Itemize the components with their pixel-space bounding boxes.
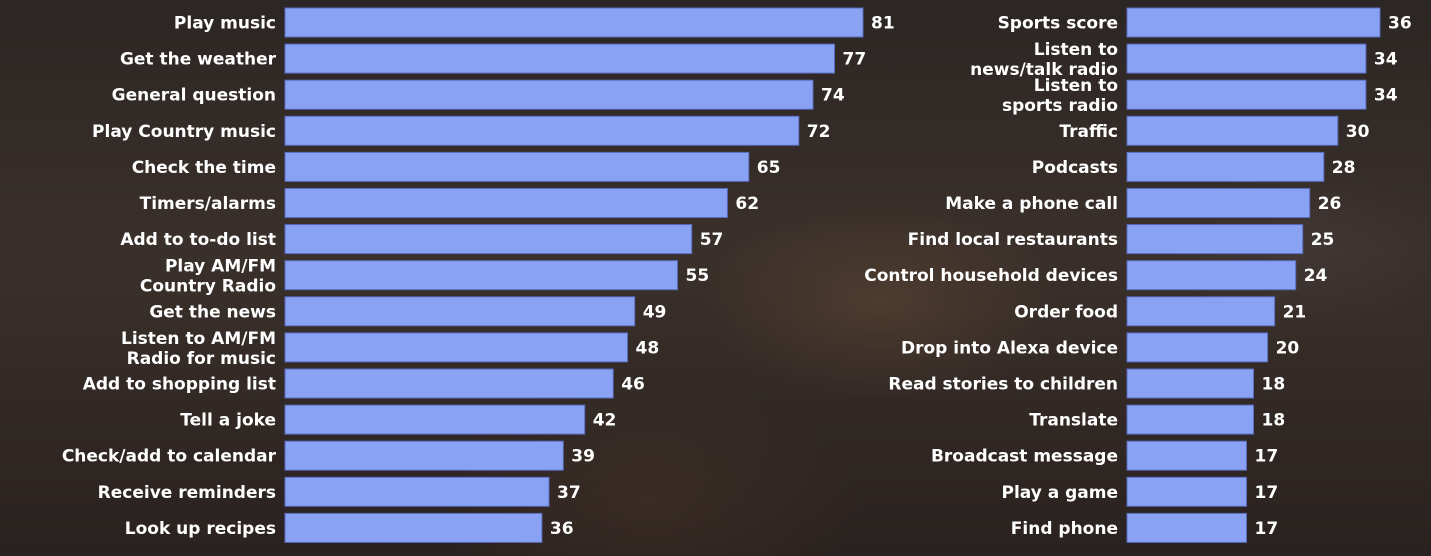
right-category-label-10: Read stories to children xyxy=(888,375,1118,395)
right-category-label-13: Play a game xyxy=(1001,483,1118,503)
left-bar-0 xyxy=(284,7,864,38)
left-bar-10 xyxy=(284,368,614,399)
right-bar-7 xyxy=(1126,260,1297,291)
right-value-label-14: 17 xyxy=(1255,519,1279,539)
left-category-label-12: Check/add to calendar xyxy=(62,447,277,467)
left-value-label-14: 36 xyxy=(550,519,574,539)
right-bar-10 xyxy=(1126,368,1254,399)
right-value-label-1: 34 xyxy=(1374,50,1398,70)
right-value-label-7: 24 xyxy=(1304,266,1328,286)
left-value-label-11: 42 xyxy=(593,411,617,431)
right-value-label-13: 17 xyxy=(1255,483,1279,503)
right-value-label-5: 26 xyxy=(1318,194,1342,214)
left-value-label-12: 39 xyxy=(571,447,595,467)
left-category-label-5: Timers/alarms xyxy=(140,194,276,214)
left-value-label-5: 62 xyxy=(735,194,759,214)
left-category-label-11: Tell a joke xyxy=(180,411,276,431)
left-category-label-6: Add to to-do list xyxy=(120,230,276,250)
left-bar-14 xyxy=(284,512,543,543)
left-bar-4 xyxy=(284,151,750,182)
right-category-label-1: Listen to news/talk radio xyxy=(970,40,1118,80)
right-category-label-5: Make a phone call xyxy=(945,194,1118,214)
right-value-label-6: 25 xyxy=(1311,230,1335,250)
left-value-label-13: 37 xyxy=(557,483,581,503)
right-value-label-8: 21 xyxy=(1283,302,1307,322)
right-bar-12 xyxy=(1126,440,1247,471)
right-bar-2 xyxy=(1126,79,1367,110)
right-category-label-12: Broadcast message xyxy=(931,447,1118,467)
left-category-label-1: Get the weather xyxy=(120,50,277,70)
right-value-label-10: 18 xyxy=(1262,375,1286,395)
left-category-label-0: Play music xyxy=(174,14,276,34)
left-bar-2 xyxy=(284,79,814,110)
right-bar-0 xyxy=(1126,7,1381,38)
right-bar-3 xyxy=(1126,115,1339,146)
right-bar-5 xyxy=(1126,188,1311,218)
right-value-label-3: 30 xyxy=(1346,122,1370,142)
right-category-label-7: Control household devices xyxy=(864,266,1118,286)
right-value-label-4: 28 xyxy=(1332,158,1356,178)
left-chart-panel: 81 Play music 77 Get the weather 74 General q… xyxy=(62,7,895,543)
right-chart-panel: 36 Sports score 34 Listen to news/talk radio… xyxy=(864,7,1412,543)
left-bar-1 xyxy=(284,43,835,74)
left-value-label-4: 65 xyxy=(757,158,781,178)
right-bar-13 xyxy=(1126,476,1247,507)
left-value-label-6: 57 xyxy=(700,230,724,250)
left-category-label-10: Add to shopping list xyxy=(83,375,276,395)
right-category-label-9: Drop into Alexa device xyxy=(901,338,1118,358)
right-category-label-3: Traffic xyxy=(1059,122,1118,142)
left-category-label-13: Receive reminders xyxy=(98,483,276,503)
left-bar-3 xyxy=(284,115,800,146)
right-value-label-2: 34 xyxy=(1374,86,1398,106)
left-category-label-3: Play Country music xyxy=(92,122,276,142)
right-value-label-9: 20 xyxy=(1276,338,1300,358)
left-value-label-0: 81 xyxy=(871,14,895,34)
left-value-label-1: 77 xyxy=(843,50,867,70)
left-category-label-14: Look up recipes xyxy=(125,519,276,539)
right-bar-4 xyxy=(1126,151,1325,182)
left-bar-13 xyxy=(284,476,550,507)
left-value-label-7: 55 xyxy=(686,266,710,286)
left-bar-6 xyxy=(284,224,693,255)
right-category-label-14: Find phone xyxy=(1011,519,1118,539)
right-bar-6 xyxy=(1126,224,1304,255)
right-value-label-12: 17 xyxy=(1255,447,1279,467)
right-bar-11 xyxy=(1126,404,1254,435)
right-value-label-11: 18 xyxy=(1262,411,1286,431)
right-category-label-4: Podcasts xyxy=(1032,158,1118,178)
left-value-label-3: 72 xyxy=(807,122,831,142)
left-category-label-8: Get the news xyxy=(149,302,276,322)
right-category-label-0: Sports score xyxy=(998,14,1118,34)
right-bar-14 xyxy=(1126,512,1247,543)
right-category-label-11: Translate xyxy=(1029,411,1118,431)
left-value-label-2: 74 xyxy=(821,86,845,106)
left-bar-9 xyxy=(284,332,628,363)
left-value-label-8: 49 xyxy=(643,302,667,322)
left-category-label-9: Listen to AM/FM Radio for music xyxy=(121,329,276,369)
right-bar-1 xyxy=(1126,43,1367,74)
left-category-label-7: Play AM/FM Country Radio xyxy=(140,257,276,297)
right-bar-9 xyxy=(1126,332,1269,363)
left-bar-5 xyxy=(284,188,728,218)
left-value-label-10: 46 xyxy=(621,375,645,395)
right-bar-8 xyxy=(1126,296,1276,327)
right-category-label-8: Order food xyxy=(1014,302,1118,322)
right-value-label-0: 36 xyxy=(1388,14,1412,34)
left-bar-12 xyxy=(284,440,564,471)
left-value-label-9: 48 xyxy=(636,338,660,358)
left-bar-7 xyxy=(284,260,678,291)
right-category-label-6: Find local restaurants xyxy=(908,230,1118,250)
right-category-label-2: Listen to sports radio xyxy=(1002,76,1118,116)
left-category-label-4: Check the time xyxy=(132,158,276,178)
left-bar-11 xyxy=(284,404,586,435)
left-category-label-2: General question xyxy=(112,86,276,106)
left-bar-8 xyxy=(284,296,636,327)
